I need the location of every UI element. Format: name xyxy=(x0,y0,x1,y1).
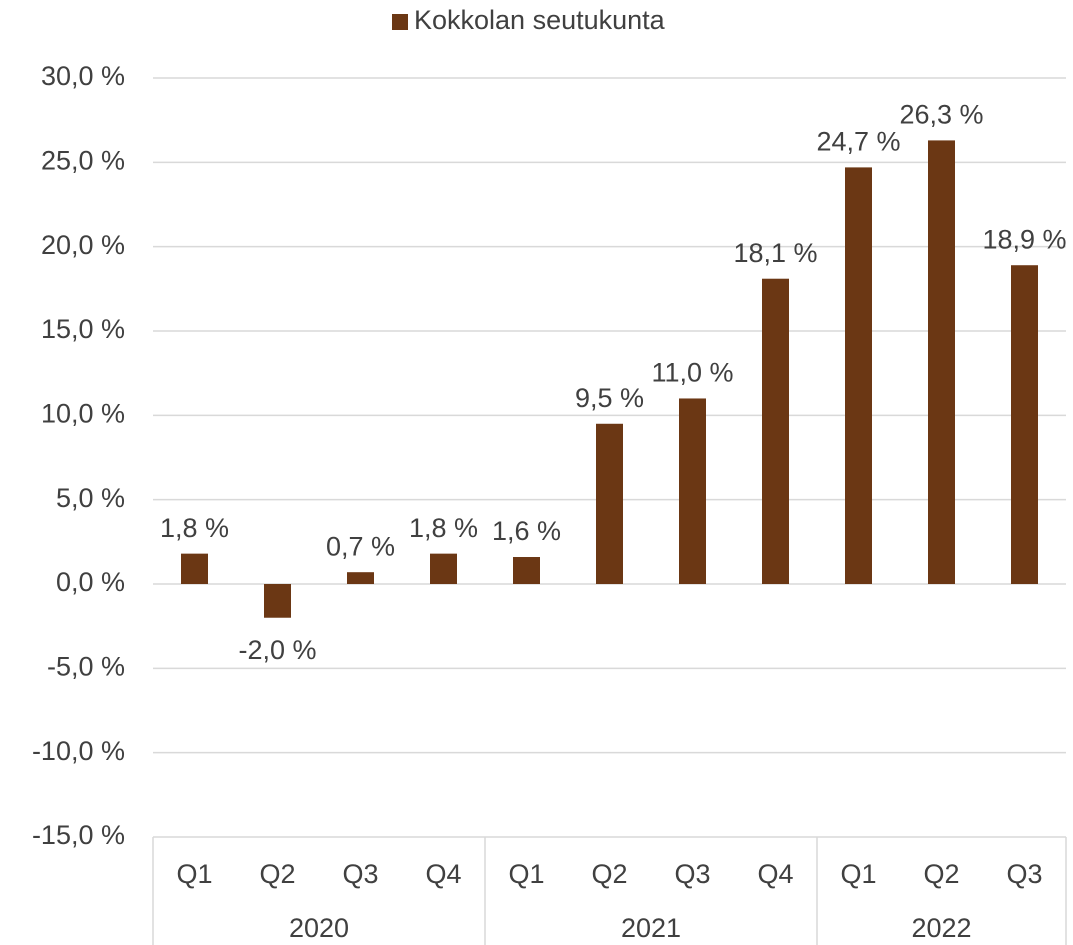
bar xyxy=(347,572,374,584)
data-label: 11,0 % xyxy=(651,358,733,388)
x-tick-label: Q4 xyxy=(757,859,793,889)
data-label: 1,8 % xyxy=(409,513,478,543)
bar xyxy=(1011,265,1038,584)
data-label: 1,6 % xyxy=(492,516,561,546)
bar xyxy=(264,584,291,618)
group-label: 2020 xyxy=(289,913,349,943)
data-label: 24,7 % xyxy=(816,127,900,157)
y-tick-label: 10,0 % xyxy=(41,398,125,428)
x-tick-label: Q3 xyxy=(342,859,378,889)
bar xyxy=(928,140,955,584)
x-tick-label: Q2 xyxy=(923,859,959,889)
data-label: 18,1 % xyxy=(733,238,817,268)
data-label: 9,5 % xyxy=(575,383,644,413)
y-tick-label: -15,0 % xyxy=(32,820,125,850)
data-label: 18,9 % xyxy=(982,224,1066,254)
data-label: 1,8 % xyxy=(160,513,229,543)
bar xyxy=(845,167,872,585)
x-tick-label: Q4 xyxy=(425,859,461,889)
bar xyxy=(762,278,789,584)
legend-swatch xyxy=(392,14,408,30)
data-label: -2,0 % xyxy=(238,635,316,665)
y-tick-label: -10,0 % xyxy=(32,736,125,766)
x-tick-label: Q1 xyxy=(508,859,544,889)
data-label: 0,7 % xyxy=(326,531,395,561)
y-tick-label: 25,0 % xyxy=(41,145,125,175)
x-tick-label: Q2 xyxy=(259,859,295,889)
bar xyxy=(596,423,623,584)
legend-label: Kokkolan seutukunta xyxy=(414,5,666,35)
y-tick-label: -5,0 % xyxy=(47,651,125,681)
y-tick-label: 5,0 % xyxy=(56,483,125,513)
bar xyxy=(181,553,208,584)
x-tick-label: Q3 xyxy=(1006,859,1042,889)
bar xyxy=(513,557,540,584)
x-tick-label: Q1 xyxy=(840,859,876,889)
y-tick-label: 20,0 % xyxy=(41,230,125,260)
group-label: 2022 xyxy=(911,913,971,943)
bar xyxy=(430,553,457,584)
group-label: 2021 xyxy=(621,913,681,943)
y-tick-label: 0,0 % xyxy=(56,567,125,597)
y-tick-label: 15,0 % xyxy=(41,314,125,344)
bar xyxy=(679,398,706,584)
y-tick-label: 30,0 % xyxy=(41,61,125,91)
data-label: 26,3 % xyxy=(899,100,983,130)
x-tick-label: Q2 xyxy=(591,859,627,889)
x-tick-label: Q3 xyxy=(674,859,710,889)
x-tick-label: Q1 xyxy=(176,859,212,889)
